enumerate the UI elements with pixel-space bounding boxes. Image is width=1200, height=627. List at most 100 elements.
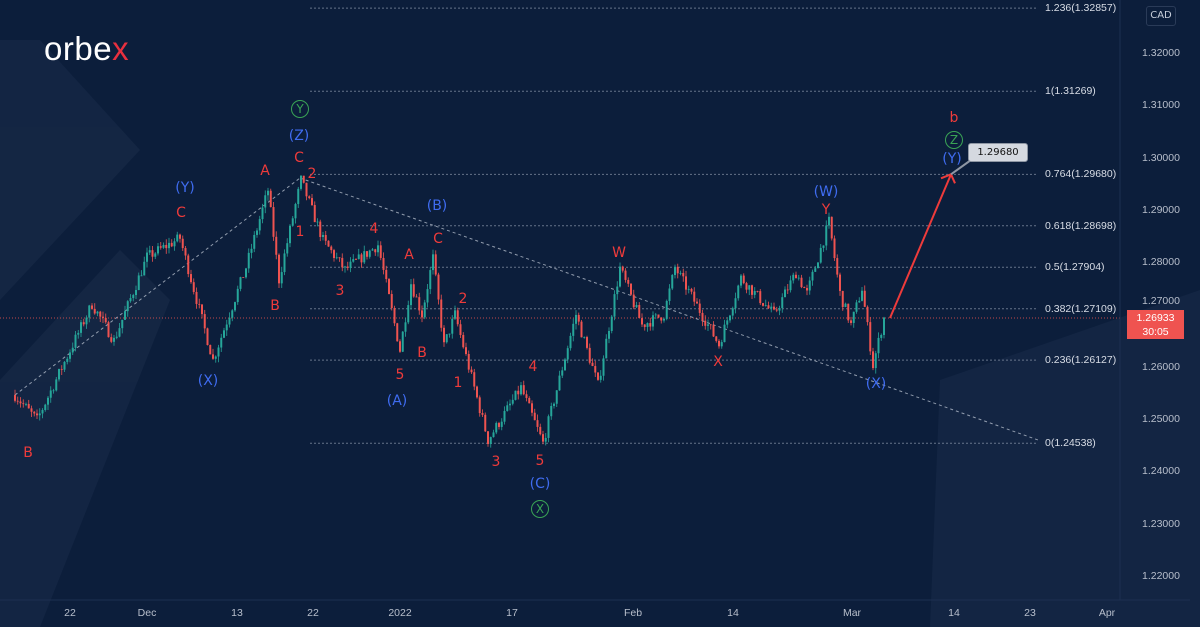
- candle-body: [542, 434, 544, 442]
- wave-label-blue[interactable]: (B): [426, 198, 448, 214]
- candle-body: [360, 254, 363, 263]
- candle-body: [500, 421, 503, 427]
- candle-body: [357, 254, 360, 260]
- candle-body: [179, 234, 181, 239]
- wave-label-red[interactable]: C: [294, 150, 304, 166]
- wave-label-blue[interactable]: (X): [865, 376, 887, 392]
- candle-body: [239, 277, 242, 289]
- wave-label-red[interactable]: b: [949, 110, 959, 126]
- candle-body: [528, 397, 531, 404]
- candle-body: [630, 283, 632, 295]
- candle-body: [223, 330, 225, 338]
- candle-body: [720, 342, 723, 347]
- time-tick-label: Apr: [1098, 607, 1116, 619]
- candle-body: [547, 416, 550, 438]
- candle-body: [198, 303, 201, 305]
- candle-body: [484, 414, 487, 432]
- wave-label-red[interactable]: 1: [453, 375, 463, 391]
- wave-label-blue[interactable]: (C): [529, 476, 551, 492]
- candle-body: [440, 299, 443, 328]
- candle-body: [451, 318, 454, 334]
- candle-body: [16, 400, 19, 402]
- time-tick-label: 22: [64, 607, 76, 619]
- candle-body: [220, 337, 223, 348]
- wave-label-blue[interactable]: (W): [813, 184, 839, 200]
- wave-label-blue[interactable]: (Y): [942, 151, 962, 167]
- wave-label-red[interactable]: X: [713, 354, 723, 370]
- candle-body: [302, 175, 305, 183]
- target-price-callout: 1.29680: [968, 143, 1028, 162]
- candle-body: [814, 268, 817, 272]
- wave-label-red[interactable]: Y: [821, 202, 831, 218]
- candle-body: [69, 352, 71, 359]
- wave-label-red[interactable]: 2: [307, 166, 317, 182]
- wave-label-red[interactable]: B: [270, 298, 280, 314]
- wave-label-blue[interactable]: (A): [386, 393, 408, 409]
- candle-body: [709, 324, 712, 326]
- candle-body: [146, 252, 148, 262]
- wave-label-green[interactable]: Z: [945, 131, 963, 149]
- candle-body: [225, 324, 228, 331]
- background-watermark: [0, 40, 1200, 627]
- candle-body: [316, 221, 319, 223]
- candle-body: [426, 289, 429, 303]
- candle-body: [654, 314, 657, 316]
- candle-body: [740, 275, 742, 286]
- candle-body: [847, 303, 850, 321]
- candle-body: [588, 347, 591, 363]
- candle-body: [498, 423, 500, 427]
- wave-label-blue[interactable]: (Y): [175, 180, 195, 196]
- price-tick-label: 1.25000: [1142, 413, 1180, 426]
- wave-label-red[interactable]: W: [612, 245, 626, 261]
- candle-body: [737, 285, 740, 299]
- wave-label-red[interactable]: 3: [335, 283, 345, 299]
- candle-body: [55, 379, 58, 391]
- wave-label-red[interactable]: C: [176, 205, 186, 221]
- candle-body: [234, 302, 236, 311]
- candle-body: [421, 310, 423, 318]
- candle-body: [687, 288, 690, 290]
- candle-body: [679, 272, 682, 274]
- wave-label-green[interactable]: X: [531, 500, 549, 518]
- wave-label-red[interactable]: B: [23, 445, 33, 461]
- candle-body: [322, 234, 324, 237]
- candle-body: [107, 322, 110, 338]
- wave-label-green[interactable]: Y: [291, 100, 309, 118]
- wave-label-blue[interactable]: (X): [197, 373, 219, 389]
- candle-body: [830, 216, 833, 239]
- candle-body: [366, 251, 368, 257]
- candle-body: [850, 320, 852, 323]
- wave-label-red[interactable]: B: [417, 345, 427, 361]
- candle-body: [247, 252, 250, 269]
- currency-badge[interactable]: CAD: [1146, 6, 1176, 26]
- wave-label-red[interactable]: 4: [369, 221, 379, 237]
- candle-body: [844, 303, 847, 308]
- projection-line[interactable]: [889, 173, 952, 319]
- candle-body: [564, 359, 566, 371]
- candle-body: [638, 305, 641, 319]
- candle-body: [880, 334, 883, 338]
- candle-body: [63, 361, 66, 370]
- wave-label-red[interactable]: 5: [395, 367, 405, 383]
- wave-label-red[interactable]: 5: [535, 453, 545, 469]
- wave-label-red[interactable]: C: [433, 231, 443, 247]
- candle-body: [52, 390, 55, 392]
- candle-body: [635, 305, 638, 308]
- wave-label-red[interactable]: A: [260, 163, 270, 179]
- candle-body: [555, 390, 558, 404]
- candle-body: [82, 322, 85, 325]
- candle-body: [676, 266, 679, 274]
- candle-body: [454, 310, 456, 319]
- trendline-resistance[interactable]: [299, 177, 1039, 441]
- wave-label-red[interactable]: 2: [458, 291, 468, 307]
- candle-body: [800, 277, 803, 288]
- candle-body: [157, 246, 159, 254]
- wave-label-red[interactable]: 3: [491, 454, 501, 470]
- candle-body: [264, 195, 267, 208]
- wave-label-blue[interactable]: (Z): [288, 128, 310, 144]
- candle-body: [137, 275, 140, 291]
- wave-label-red[interactable]: 1: [295, 224, 305, 240]
- wave-label-red[interactable]: 4: [528, 359, 538, 375]
- wave-label-red[interactable]: A: [404, 247, 414, 263]
